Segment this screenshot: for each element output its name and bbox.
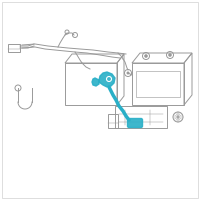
FancyBboxPatch shape — [128, 118, 142, 128]
Polygon shape — [92, 78, 99, 86]
Circle shape — [127, 72, 129, 74]
Circle shape — [144, 54, 148, 58]
Polygon shape — [99, 72, 115, 87]
Circle shape — [168, 53, 172, 56]
